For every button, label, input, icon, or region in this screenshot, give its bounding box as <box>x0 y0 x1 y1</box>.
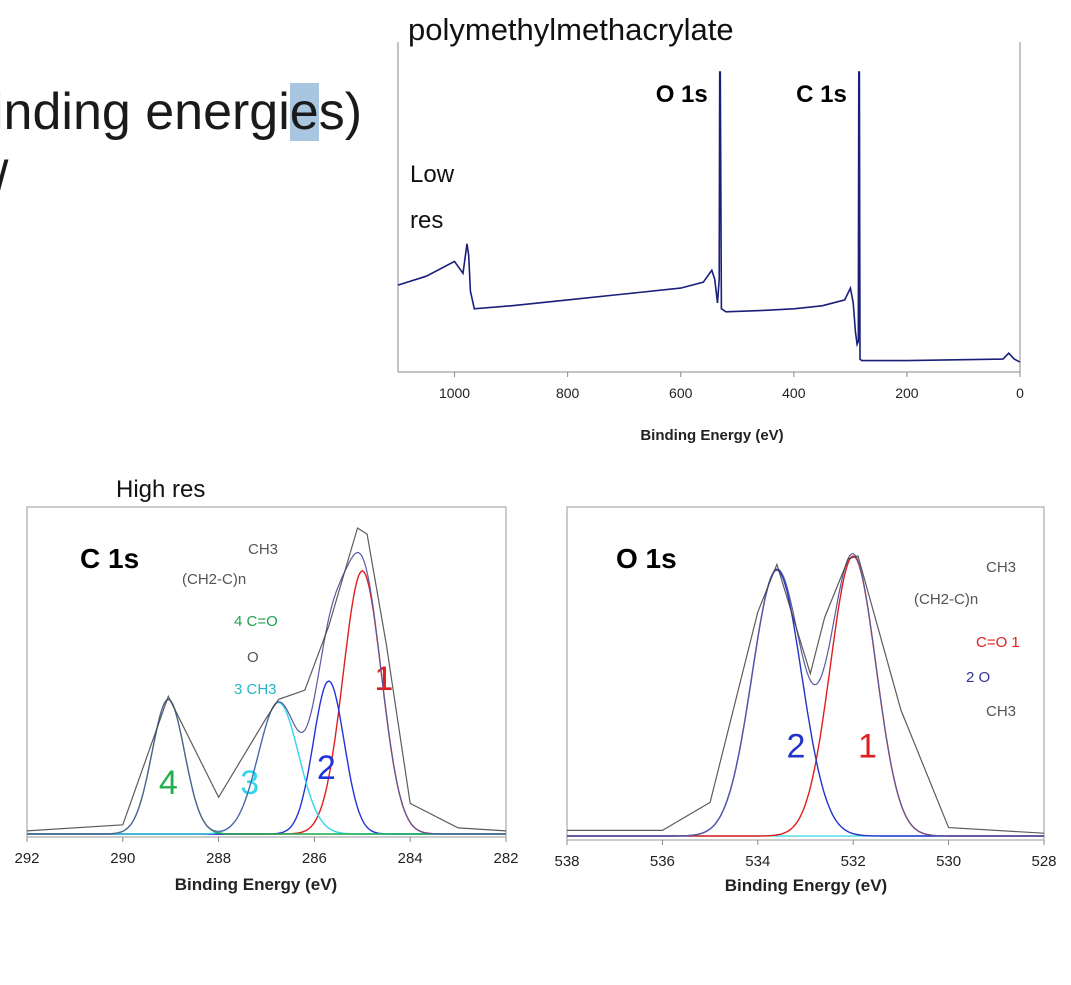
survey-x-tick-label: 200 <box>895 385 919 401</box>
slide-heading-tail: s) <box>318 83 363 141</box>
c1s-component-3-label: 3 <box>240 764 259 802</box>
o1s-structure-carbonyl: C=O 1 <box>976 634 1020 651</box>
c1s-structure-methoxy: 3 CH3 <box>234 681 277 698</box>
o1s-structure-chain: (CH2-C)n <box>914 591 978 608</box>
o1s-structure-ch3-top: CH3 <box>986 559 1016 576</box>
o1s-x-tick-label: 536 <box>650 853 675 870</box>
o1s-x-tick-label: 538 <box>554 853 579 870</box>
o1s-xlabel: Binding Energy (eV) <box>725 876 887 895</box>
o1s-structure: CH3 (CH2-C)n C=O 1 2 O CH3 <box>914 559 1020 720</box>
c1s-structure-ch3-top: CH3 <box>248 541 278 558</box>
high-res-label: High res <box>116 476 205 503</box>
c1s-structure-oxygen: O <box>247 649 259 666</box>
o1s-component-1-label: 1 <box>858 728 877 766</box>
c1s-x-tick-label: 292 <box>14 850 39 867</box>
o1s-structure-oxygen: 2 O <box>966 669 990 686</box>
survey-peak-label: O 1s <box>656 81 708 108</box>
survey-xlabel: Binding Energy (eV) <box>640 427 783 444</box>
c1s-x-tick-label: 286 <box>302 850 327 867</box>
c1s-measured-envelope <box>26 527 507 832</box>
survey-x-tick-label: 1000 <box>439 385 470 401</box>
c1s-component-2-label: 2 <box>317 749 336 787</box>
survey-spectrum-line <box>397 71 1021 363</box>
c1s-x-tick-label: 288 <box>206 850 231 867</box>
c1s-component-1-label: 1 <box>374 660 393 698</box>
slide-heading-line1: inding energies) <box>0 82 362 142</box>
o1s-fit-envelope <box>567 553 1044 837</box>
o1s-x-tick-label: 530 <box>936 853 961 870</box>
survey-x-tick-label: 0 <box>1016 385 1024 401</box>
survey-chart-title: polymethylmethacrylate <box>408 12 734 47</box>
c1s-component-4-label: 4 <box>159 764 178 802</box>
c1s-panel-label: C 1s <box>80 543 139 574</box>
o1s-plot-frame <box>566 506 1045 841</box>
survey-peak-label: C 1s <box>796 81 847 108</box>
slide-heading-highlight: e <box>289 83 319 141</box>
survey-x-tick-label: 800 <box>556 385 580 401</box>
survey-low-res-label: Low <box>410 161 455 188</box>
c1s-xlabel: Binding Energy (eV) <box>175 875 337 894</box>
c1s-structure-chain: (CH2-C)n <box>182 571 246 588</box>
o1s-x-tick-label: 532 <box>841 853 866 870</box>
c1s-plot-frame <box>26 506 507 838</box>
c1s-structure-carbonyl: 4 C=O <box>234 613 278 630</box>
c1s-x-tick-label: 290 <box>110 850 135 867</box>
o1s-component-2-curve <box>567 569 1044 837</box>
c1s-x-tick-label: 282 <box>493 850 518 867</box>
o1s-panel-label: O 1s <box>616 543 677 574</box>
o1s-measured-envelope <box>567 555 1045 834</box>
survey-x-tick-label: 400 <box>782 385 806 401</box>
c1s-x-tick-label: 284 <box>398 850 423 867</box>
o1s-component-2-label: 2 <box>786 728 805 766</box>
o1s-x-tick-label: 534 <box>745 853 770 870</box>
survey-low-res-label-2: res <box>410 207 443 234</box>
c1s-structure: CH3 (CH2-C)n 4 C=O O 3 CH3 <box>182 541 278 698</box>
slide-heading-text: inding energi <box>0 83 290 141</box>
survey-x-tick-label: 600 <box>669 385 693 401</box>
slide-heading-line2: / <box>0 150 8 210</box>
c1s-fit-envelope <box>27 551 506 835</box>
o1s-structure-ch3-bottom: CH3 <box>986 703 1016 720</box>
o1s-x-tick-label: 528 <box>1031 853 1056 870</box>
